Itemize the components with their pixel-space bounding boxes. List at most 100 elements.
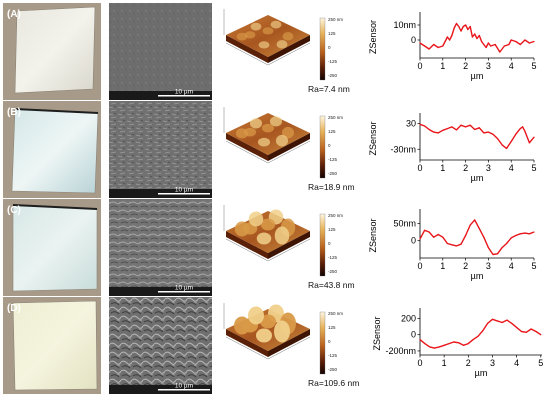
profile-point	[460, 124, 462, 126]
afm-relief-peak	[262, 27, 274, 35]
profile-point	[506, 242, 508, 245]
afm-side-left	[226, 133, 268, 161]
panel-letter: (C)	[7, 205, 21, 216]
profile-line	[419, 22, 535, 53]
afm-relief-peak	[234, 316, 250, 335]
x-tick-label: 2	[466, 358, 471, 368]
afm-relief-peak	[274, 226, 290, 245]
profile-point	[433, 131, 435, 133]
colorbar-tick-label: -250	[328, 73, 338, 78]
profile-point	[482, 330, 484, 332]
profile-point	[433, 43, 435, 46]
sem-image: 10 µm	[109, 101, 212, 198]
colorbar-tick-label: 0	[328, 45, 331, 50]
sem-scale-label: 10 µm	[175, 187, 193, 194]
profile-plot: 0 1 2 3 4 5 30 -30nm ZSensor µm	[368, 113, 537, 183]
afm-relief-peak	[282, 32, 294, 41]
profile-point	[490, 45, 492, 47]
sem-image: 10 µm	[109, 3, 212, 100]
colorbar-top-label: 250 nm	[328, 115, 343, 120]
profile-point	[460, 243, 462, 245]
panel-row-3: (C) 10 µm 250 nm 125 0 -125 -250 Ra=43.8 nm 0 1 2 3…	[3, 199, 537, 296]
profile-point	[442, 236, 444, 238]
x-tick-label: 5	[531, 163, 536, 173]
profile-point	[483, 236, 485, 238]
profile-point	[423, 45, 426, 47]
profile-point	[524, 39, 526, 41]
afm-relief-peak	[256, 328, 272, 343]
profile-point	[474, 219, 476, 221]
profile-point	[460, 30, 462, 32]
panel-letter: (D)	[7, 303, 21, 314]
colorbar-tick-label: -250	[328, 367, 338, 372]
profile-point	[501, 247, 503, 249]
film-sample	[12, 204, 98, 292]
x-tick-label: 3	[486, 163, 491, 173]
profile-point	[519, 233, 521, 235]
x-tick-label: 0	[417, 358, 422, 368]
afm-colorbar: 250 nm 125 0 -125 -250	[319, 115, 343, 179]
colorbar-gradient	[319, 17, 326, 81]
profile-point	[528, 142, 531, 144]
x-tick-label: 5	[531, 261, 536, 271]
profile-point	[423, 125, 426, 127]
profile-point	[511, 322, 513, 324]
profile-point	[444, 40, 446, 43]
profile-point	[478, 34, 480, 37]
afm-colorbar: 250 nm 125 0 -125 -250	[319, 213, 343, 277]
profile-point	[438, 346, 440, 348]
y-tick-label: 200	[401, 313, 416, 323]
afm-surface	[226, 15, 310, 57]
profile-axes	[419, 113, 534, 161]
profile-point	[501, 321, 503, 324]
afm-relief-peak	[258, 41, 270, 49]
y-axis-label: ZSensor	[372, 316, 382, 350]
sem-scale-label: 10 µm	[175, 383, 193, 390]
colorbar-tick-label: 125	[328, 227, 336, 232]
roughness-label: Ra=43.8 nm	[308, 280, 355, 290]
colorbar-top-label: 250 nm	[328, 17, 343, 22]
profile-point	[515, 133, 517, 135]
profile-point	[467, 343, 469, 345]
afm-side-right	[268, 133, 310, 161]
afm-relief-peak	[256, 232, 272, 245]
profile-point	[451, 126, 453, 128]
profile-point	[474, 33, 476, 35]
roughness-label: Ra=7.4 nm	[308, 84, 350, 94]
x-tick-label: 2	[463, 261, 468, 271]
x-tick-label: 5	[531, 61, 536, 71]
profile-point	[428, 128, 430, 131]
profile-point	[448, 343, 450, 345]
profile-point	[469, 224, 471, 226]
colorbar-tick-label: -125	[328, 59, 338, 64]
colorbar-gradient	[319, 115, 326, 179]
colorbar-top-label: 250 nm	[328, 213, 343, 218]
afm-relief-peak	[234, 221, 250, 237]
afm-side-right	[268, 231, 310, 259]
sem-scale-label: 10 µm	[175, 285, 193, 292]
colorbar-gradient	[319, 213, 326, 277]
profile-point	[437, 233, 439, 236]
profile-point	[419, 123, 421, 125]
film-photo: (C)	[3, 199, 101, 296]
profile-point	[443, 344, 445, 346]
profile-point	[503, 45, 505, 47]
profile-point	[419, 238, 421, 240]
sem-scale-bar	[158, 95, 210, 97]
profile-axes	[419, 12, 534, 59]
profile-point	[429, 346, 431, 348]
profile-point	[478, 227, 480, 230]
profile-point	[491, 318, 494, 320]
y-axis-label: ZSensor	[368, 121, 378, 155]
profile-point	[508, 43, 510, 46]
profile-point	[515, 234, 517, 237]
profile-point	[506, 147, 508, 149]
film-edge-mark	[12, 204, 98, 210]
profile-point	[492, 133, 494, 135]
y-tick-label: 50nm	[393, 218, 416, 228]
afm-relief-peak	[235, 128, 249, 139]
profile-point	[524, 130, 526, 132]
